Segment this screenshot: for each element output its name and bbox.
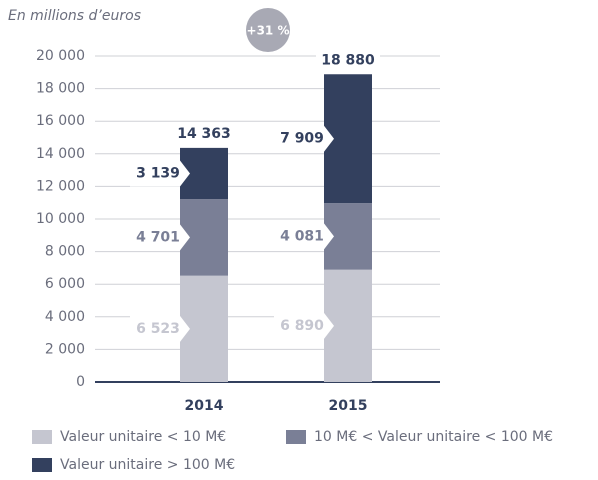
legend-label: Valeur unitaire < 10 M€: [60, 429, 226, 445]
label-chevron: [130, 315, 190, 342]
label-chevron: [274, 312, 334, 339]
data-label: 4 701: [136, 229, 180, 245]
x-tick-label: 2015: [329, 398, 368, 414]
y-tick-label: 20 000: [36, 48, 85, 64]
y-tick-label: 6 000: [45, 276, 85, 292]
total-bg: [172, 123, 236, 144]
x-tick-label: 2014: [185, 398, 224, 414]
data-label: 7 909: [280, 131, 324, 147]
legend-swatch: [32, 458, 52, 472]
label-chevron: [130, 160, 190, 187]
data-label: 6 890: [280, 318, 324, 334]
y-tick-label: 2 000: [45, 341, 85, 357]
data-label: 6 523: [136, 321, 180, 337]
y-tick-label: 0: [76, 374, 85, 390]
y-tick-label: 8 000: [45, 244, 85, 260]
y-axis-label: En millions d’euros: [8, 8, 141, 24]
y-tick-label: 18 000: [36, 81, 85, 97]
data-label: 3 139: [136, 165, 180, 181]
label-chevron: [274, 125, 334, 152]
legend-swatch: [32, 430, 52, 444]
total-label: 18 880: [321, 52, 375, 68]
label-chevron: [274, 223, 334, 250]
legend-label: Valeur unitaire > 100 M€: [60, 457, 235, 473]
y-tick-label: 16 000: [36, 113, 85, 129]
y-tick-label: 14 000: [36, 146, 85, 162]
annotation: +31 %: [247, 24, 290, 38]
annotation-badge: [246, 8, 290, 52]
label-chevron: [130, 224, 190, 251]
y-tick-label: 10 000: [36, 211, 85, 227]
legend-swatch: [286, 430, 306, 444]
total-bg: [316, 50, 380, 71]
total-label: 14 363: [177, 126, 231, 142]
y-tick-label: 12 000: [36, 178, 85, 194]
data-label: 4 081: [280, 228, 324, 244]
legend-label: 10 M€ < Valeur unitaire < 100 M€: [314, 429, 553, 445]
y-tick-label: 4 000: [45, 309, 85, 325]
